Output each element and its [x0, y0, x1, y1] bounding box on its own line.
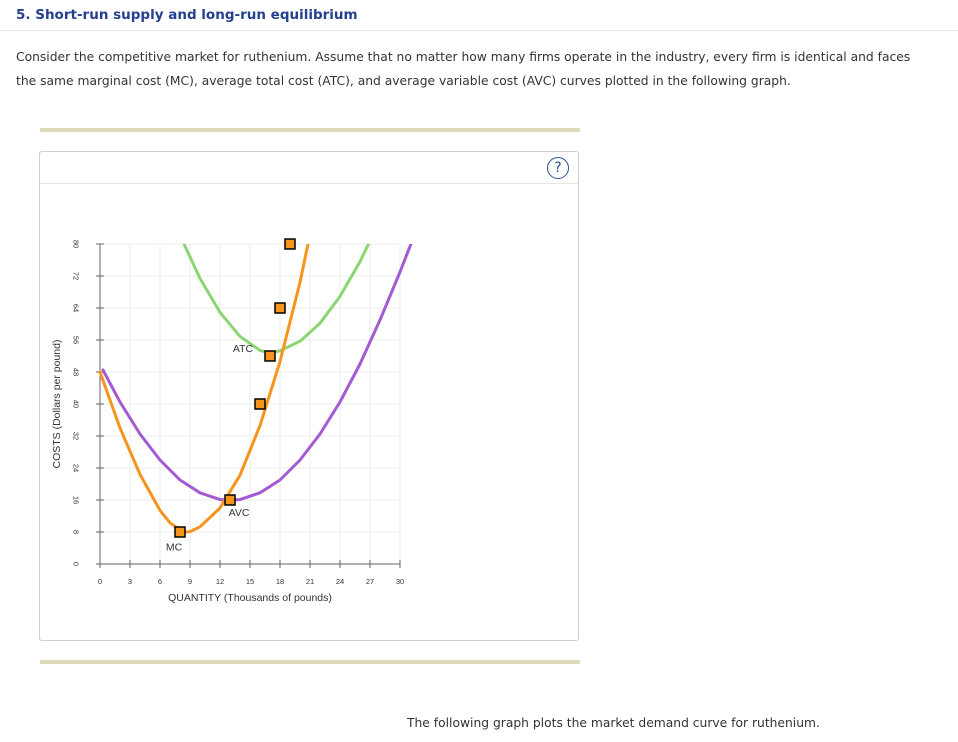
mc-point-marker: [264, 350, 276, 362]
y-tick-label: 56: [72, 336, 81, 344]
y-tick-label: 16: [72, 496, 81, 504]
y-tick-label: 72: [72, 272, 81, 280]
x-tick-label: 0: [98, 577, 102, 586]
y-tick-label: 0: [72, 562, 81, 566]
x-tick-label: 27: [366, 577, 374, 586]
curves-group: [98, 244, 413, 534]
x-tick-label: 6: [158, 577, 162, 586]
x-tick-label: 3: [128, 577, 132, 586]
y-tick-label: 24: [72, 464, 81, 472]
mc-point-marker: [274, 302, 286, 314]
mc-point-marker: [224, 494, 236, 506]
question-intro: Consider the competitive market for ruth…: [16, 50, 911, 88]
graph-top-band: [40, 128, 580, 132]
next-graph-intro: The following graph plots the market dem…: [407, 716, 820, 730]
mc-point-marker: [284, 238, 296, 250]
x-tick-label: 30: [396, 577, 404, 586]
atc-curve-label: ATC: [233, 343, 254, 355]
mc-point-marker: [174, 526, 186, 538]
x-tick-label: 18: [276, 577, 284, 586]
avc-curve-label: AVC: [229, 507, 250, 519]
y-tick-label: 64: [72, 304, 81, 312]
question-title: 5. Short-run supply and long-run equilib…: [16, 7, 358, 23]
mc-curve: [98, 244, 310, 534]
y-tick-label: 8: [72, 530, 81, 534]
x-tick-label: 15: [246, 577, 254, 586]
avc-curve: [101, 244, 413, 502]
title-divider: [0, 30, 958, 31]
x-tick-label: 21: [306, 577, 314, 586]
help-button[interactable]: ?: [547, 157, 569, 179]
x-tick-label: 12: [216, 577, 224, 586]
y-tick-label: 48: [72, 368, 81, 376]
x-axis-title: QUANTITY (Thousands of pounds): [168, 592, 332, 604]
mc-point-marker: [254, 398, 266, 410]
cost-curves-chart: 0 8 16 24 32 40 48 56 64 72 80 0 3 6 9 12 15 18 21 24 27 30 QU…: [51, 238, 413, 604]
y-axis-title: COSTS (Dollars per pound): [51, 340, 63, 469]
y-tick-label: 32: [72, 432, 81, 440]
graph-panel: ? 0 8 16 24 32 40 48 56 64 72 80 0 3 6 9 12 15 18 21 24 27 30…: [39, 151, 579, 641]
graph-bottom-band: [40, 660, 580, 664]
y-tick-label: 80: [72, 240, 81, 248]
x-tick-label: 9: [188, 577, 192, 586]
graph-header-divider: [40, 183, 578, 184]
atc-curve: [182, 244, 371, 355]
y-tick-label: 40: [72, 400, 81, 408]
mc-curve-label: MC: [166, 542, 183, 554]
x-tick-label: 24: [336, 577, 344, 586]
